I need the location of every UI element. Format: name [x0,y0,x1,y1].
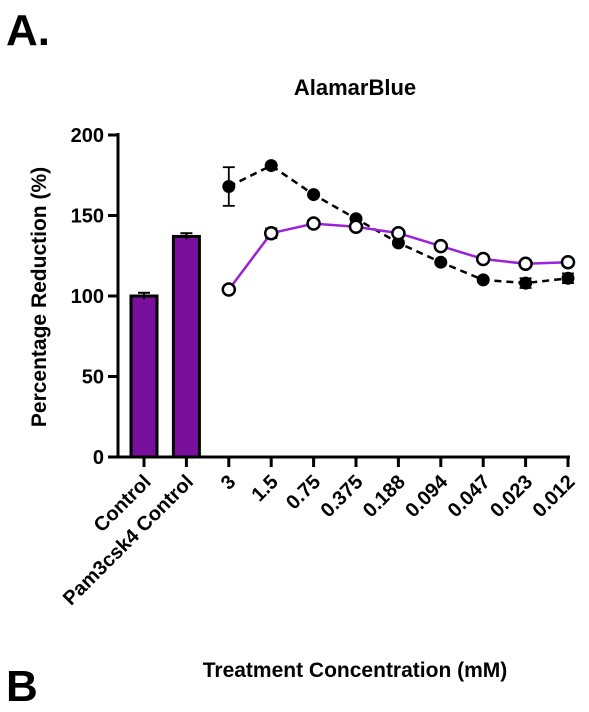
y-tick-label: 150 [71,206,104,228]
data-point [519,276,533,290]
data-point [306,216,321,231]
x-axis-label: Treatment Concentration (mM) [203,659,508,682]
data-point [434,255,448,269]
series-line [228,164,569,285]
x-tick-label: 0.012 [529,471,580,522]
data-point [476,273,490,287]
panel-label: A. [6,6,50,55]
data-point [561,271,575,285]
data-point [560,254,576,270]
data-point [221,282,237,297]
data-point [264,159,278,173]
x-tick-label: 3 [217,471,240,494]
chart-title: AlamarBlue [294,75,416,100]
data-point [222,180,236,194]
x-tick-label: 0.188 [359,471,410,522]
y-tick-label: 200 [71,125,104,147]
data-point [518,256,533,272]
data-point [391,225,406,241]
x-tick-label: 0.023 [486,471,537,522]
bar [171,234,201,459]
bar [129,294,159,459]
data-point [348,219,364,235]
y-tick-label: 0 [93,447,104,469]
y-axis-label: Percentage Reduction (%) [28,167,51,427]
x-tick-label: 0.047 [444,471,495,522]
x-tick-label: 0.375 [317,471,368,522]
data-point [307,188,321,202]
x-tick-label: 1.5 [248,471,283,506]
data-point [475,251,491,267]
y-tick-label: 100 [71,286,104,308]
chart: AlamarBlue Percentage Reduction (%) Trea… [28,75,580,682]
data-point [433,238,449,254]
y-tick-label: 50 [82,367,104,389]
data-point [263,225,279,241]
x-tick-label: 0.094 [401,470,453,522]
